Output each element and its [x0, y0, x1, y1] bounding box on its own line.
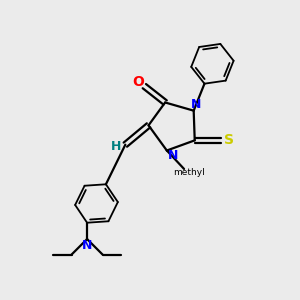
- Text: H: H: [111, 140, 122, 153]
- Text: methyl: methyl: [173, 168, 205, 177]
- Text: N: N: [82, 238, 92, 251]
- Text: N: N: [191, 98, 201, 111]
- Text: S: S: [224, 133, 234, 147]
- Text: N: N: [168, 149, 178, 162]
- Text: O: O: [132, 75, 144, 89]
